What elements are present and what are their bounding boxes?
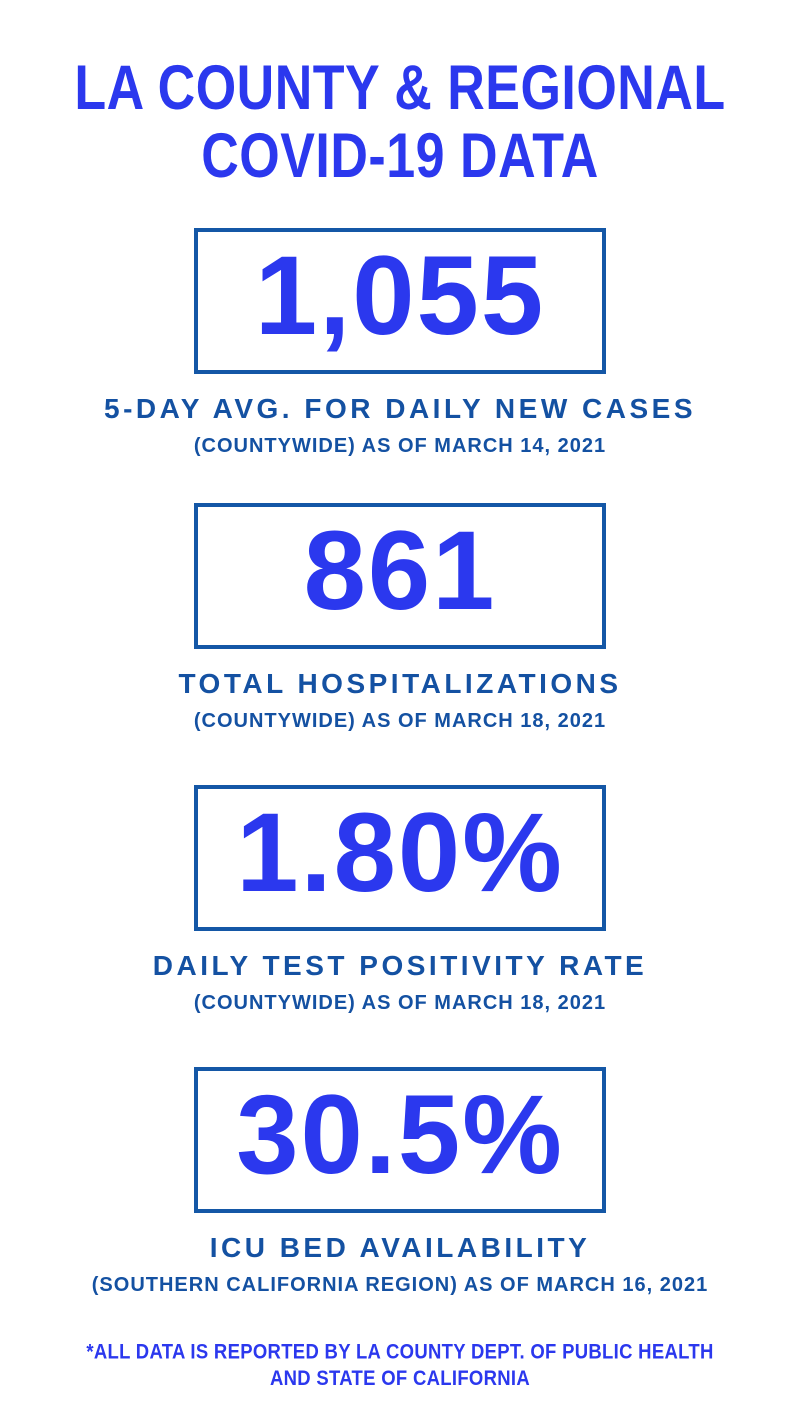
footer-note-line-2: AND STATE OF CALIFORNIA	[269, 1365, 531, 1390]
stat-label: TOTAL HOSPITALIZATIONS	[178, 668, 622, 699]
stat-value: 30.5%	[236, 1072, 564, 1197]
stat-value: 861	[303, 508, 497, 633]
stat-card-icu-bed-availability: 30.5% ICU BED AVAILABILITY (SOUTHERN CAL…	[0, 1067, 800, 1297]
stat-label: DAILY TEST POSITIVITY RATE	[152, 950, 648, 981]
stat-value: 1.80%	[236, 790, 564, 915]
stat-value-box: 30.5%	[194, 1067, 606, 1213]
stat-card-daily-new-cases: 1,055 5-DAY AVG. FOR DAILY NEW CASES (CO…	[0, 228, 800, 458]
stat-label: ICU BED AVAILABILITY	[209, 1232, 591, 1263]
footer-note-line-1: *ALL DATA IS REPORTED BY LA COUNTY DEPT.…	[86, 1339, 714, 1364]
stat-sublabel: (COUNTYWIDE) AS OF MARCH 18, 2021	[193, 992, 607, 1014]
stat-card-test-positivity-rate: 1.80% DAILY TEST POSITIVITY RATE (COUNTY…	[0, 785, 800, 1015]
page-title-line-1: LA COUNTY & REGIONAL	[74, 52, 726, 124]
page-title-line-2: COVID-19 DATA	[201, 121, 599, 192]
stat-value-box: 1.80%	[194, 785, 606, 931]
footer-note: *ALL DATA IS REPORTED BY LA COUNTY DEPT.…	[0, 1338, 800, 1391]
stat-card-total-hospitalizations: 861 TOTAL HOSPITALIZATIONS (COUNTYWIDE) …	[0, 503, 800, 733]
stat-label: 5-DAY AVG. FOR DAILY NEW CASES	[104, 393, 696, 424]
stat-sublabel: (SOUTHERN CALIFORNIA REGION) AS OF MARCH…	[91, 1274, 709, 1296]
stat-sublabel: (COUNTYWIDE) AS OF MARCH 18, 2021	[193, 710, 607, 732]
page-title: LA COUNTY & REGIONAL COVID-19 DATA	[0, 54, 800, 191]
stat-value-box: 861	[194, 503, 606, 649]
stat-value-box: 1,055	[194, 228, 606, 374]
stat-sublabel: (COUNTYWIDE) AS OF MARCH 14, 2021	[193, 435, 607, 457]
stat-value: 1,055	[254, 233, 546, 358]
